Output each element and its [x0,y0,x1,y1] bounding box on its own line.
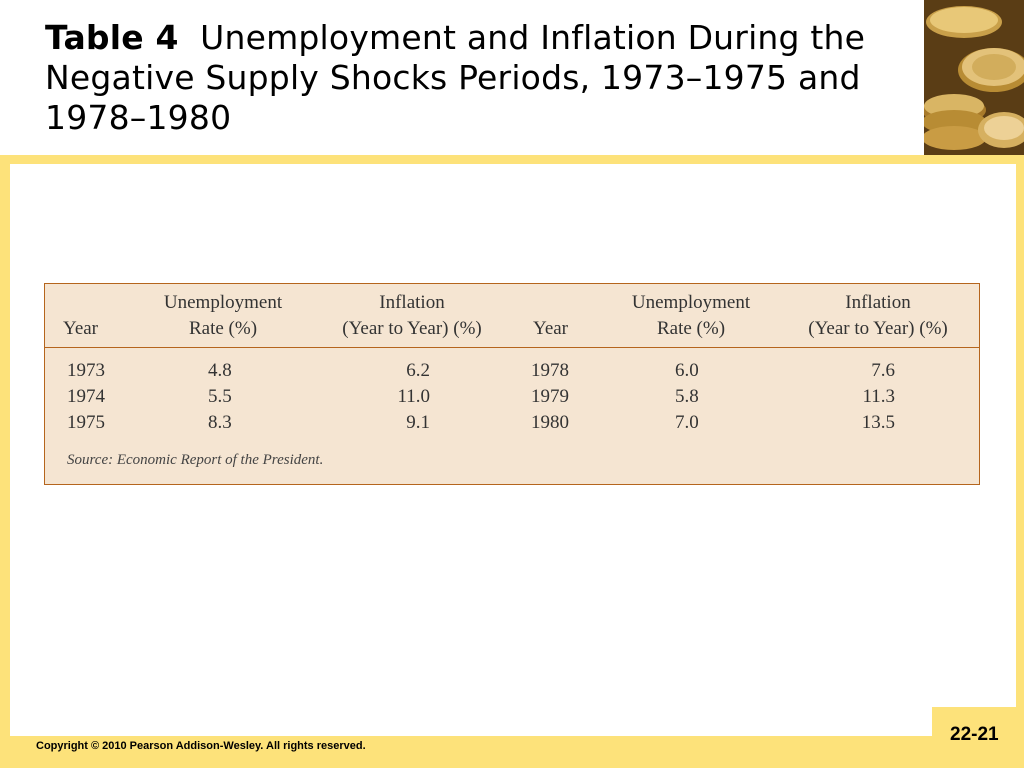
table-cell: 7.6 [871,360,895,381]
header-unemployment-2-line1: Unemployment [631,292,751,313]
header-unemployment-1-line1: Unemployment [163,292,283,313]
table-cell: 1979 [531,386,569,407]
table-source-note: Source: Economic Report of the President… [67,452,324,468]
header-unemployment-1-line2: Rate (%) [188,318,258,339]
slide-title: Table 4 Unemployment and Inflation Durin… [45,18,905,138]
table-cell: 1978 [531,360,569,381]
coins-illustration [924,0,1024,155]
table-cell: 6.0 [675,360,699,381]
table-cell: 9.1 [406,412,430,433]
header-inflation-1-line2: (Year to Year) (%) [342,318,482,339]
table-cell: 11.3 [862,386,895,407]
table-cell: 1973 [67,360,105,381]
header-inflation-2-line2: (Year to Year) (%) [808,318,948,339]
table-cell: 4.8 [208,360,232,381]
header-inflation-1-line1: Inflation [379,292,445,313]
table-cell: 1974 [67,386,105,407]
table-cell: 13.5 [861,412,895,433]
table-cell: 11.0 [397,386,430,407]
header-inflation-2-line1: Inflation [845,292,911,313]
table-cell: 1975 [67,412,105,433]
header-year-1: Year [63,318,99,339]
table-number-label: Table 4 [45,18,179,57]
table-cell: 5.8 [675,386,699,407]
data-table: Year Unemployment Rate (%) Inflation (Ye… [44,283,980,485]
page-number-box [932,707,1024,755]
header-year-2: Year [533,318,569,339]
table-cell: 1980 [531,412,569,433]
table-cell: 6.2 [406,360,430,381]
gold-coins-image [924,0,1024,155]
table-title-text: Unemployment and Inflation During the Ne… [45,18,866,137]
copyright-notice: Copyright © 2010 Pearson Addison-Wesley.… [36,740,366,752]
table-cell: 5.5 [208,386,232,407]
table-cell: 7.0 [675,412,699,433]
header-unemployment-2-line2: Rate (%) [656,318,726,339]
page-number: 22-21 [950,724,999,745]
table-cell: 8.3 [208,412,232,433]
header-divider [45,347,979,348]
